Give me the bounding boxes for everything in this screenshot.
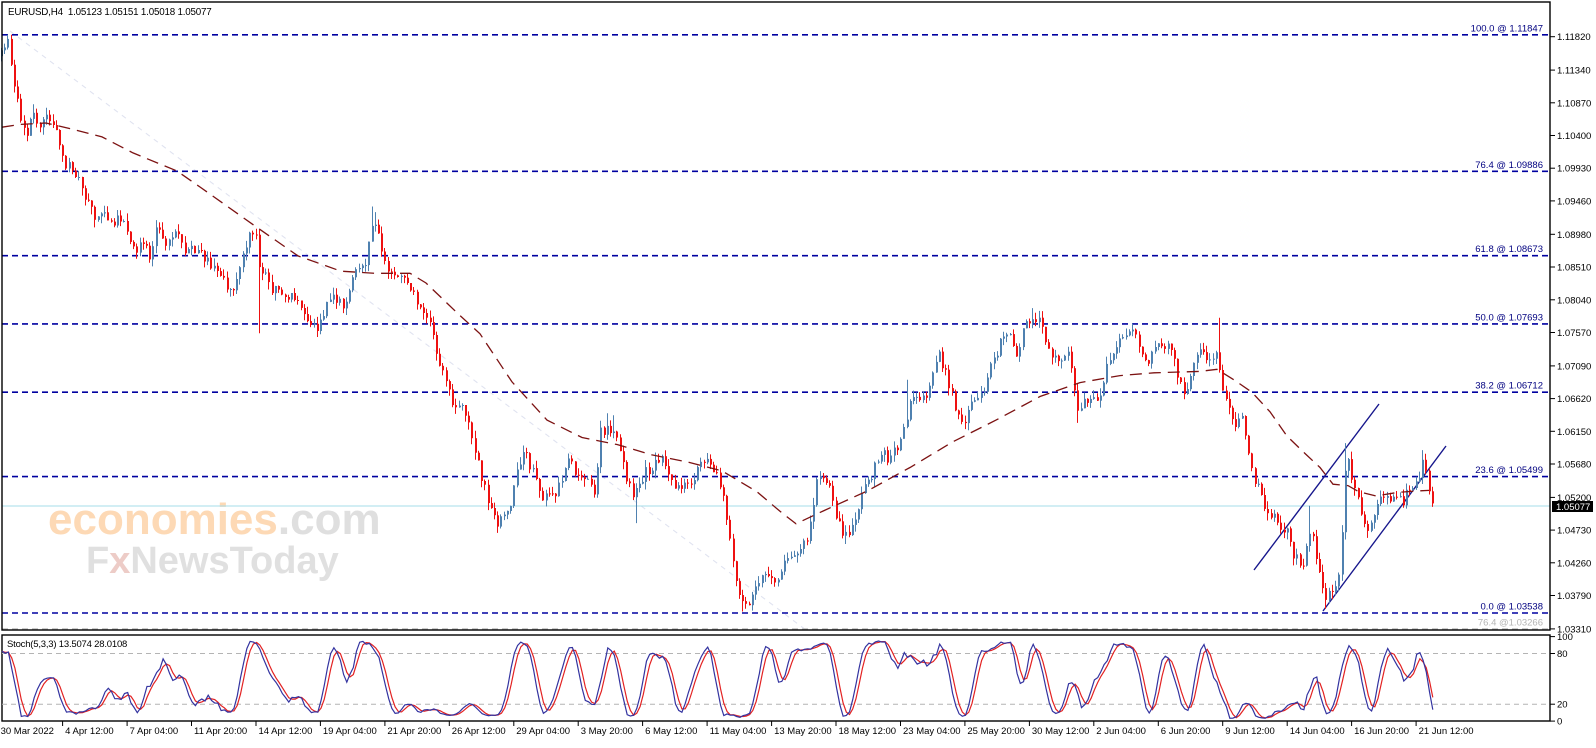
svg-text:21 Apr 20:00: 21 Apr 20:00 — [387, 726, 441, 737]
svg-text:1.03790: 1.03790 — [1557, 591, 1591, 602]
svg-text:18 May 12:00: 18 May 12:00 — [839, 726, 897, 737]
svg-text:1.05077: 1.05077 — [1556, 502, 1590, 513]
svg-text:Stoch(5,3,3) 13.5074 28.0108: Stoch(5,3,3) 13.5074 28.0108 — [7, 639, 127, 650]
svg-text:9 Jun 12:00: 9 Jun 12:00 — [1225, 726, 1275, 737]
svg-text:61.8 @ 1.08673: 61.8 @ 1.08673 — [1475, 244, 1543, 255]
svg-text:30 Mar 2022: 30 Mar 2022 — [1, 726, 54, 737]
svg-text:76.4 @ 1.09886: 76.4 @ 1.09886 — [1475, 160, 1543, 171]
svg-text:30 May 12:00: 30 May 12:00 — [1032, 726, 1090, 737]
svg-text:1.09460: 1.09460 — [1557, 196, 1591, 207]
svg-text:1.05200: 1.05200 — [1557, 493, 1591, 504]
svg-text:6 Jun 20:00: 6 Jun 20:00 — [1161, 726, 1211, 737]
svg-text:1.10400: 1.10400 — [1557, 131, 1591, 142]
svg-text:0.0 @ 1.03538: 0.0 @ 1.03538 — [1481, 602, 1543, 613]
svg-text:EURUSD,H4 1.05123 1.05151 1.0: EURUSD,H4 1.05123 1.05151 1.05018 1.0507… — [8, 7, 211, 18]
svg-text:1.07570: 1.07570 — [1557, 328, 1591, 339]
svg-text:38.2 @ 1.06712: 38.2 @ 1.06712 — [1475, 381, 1543, 392]
svg-text:1.11340: 1.11340 — [1557, 66, 1591, 77]
svg-text:1.06620: 1.06620 — [1557, 394, 1591, 405]
svg-text:21 Jun 12:00: 21 Jun 12:00 — [1419, 726, 1474, 737]
svg-text:1.08980: 1.08980 — [1557, 230, 1591, 241]
svg-text:23 May 04:00: 23 May 04:00 — [903, 726, 961, 737]
svg-text:1.05680: 1.05680 — [1557, 460, 1591, 471]
svg-text:20: 20 — [1557, 700, 1568, 711]
svg-text:1.06150: 1.06150 — [1557, 427, 1591, 438]
svg-text:1.11820: 1.11820 — [1557, 32, 1591, 43]
svg-text:1.08040: 1.08040 — [1557, 295, 1591, 306]
svg-text:11 Apr 20:00: 11 Apr 20:00 — [194, 726, 247, 737]
svg-text:7 Apr 04:00: 7 Apr 04:00 — [130, 726, 179, 737]
svg-text:1.04730: 1.04730 — [1557, 526, 1591, 537]
svg-text:14 Apr 12:00: 14 Apr 12:00 — [259, 726, 313, 737]
svg-text:economies.com: economies.com — [48, 495, 381, 544]
svg-text:FxNewsToday: FxNewsToday — [86, 540, 339, 582]
svg-text:3 May 20:00: 3 May 20:00 — [581, 726, 633, 737]
svg-text:29 Apr 04:00: 29 Apr 04:00 — [516, 726, 570, 737]
svg-text:13 May 20:00: 13 May 20:00 — [774, 726, 832, 737]
svg-text:14 Jun 04:00: 14 Jun 04:00 — [1290, 726, 1345, 737]
svg-text:1.09930: 1.09930 — [1557, 164, 1591, 175]
svg-text:100.0 @ 1.11847: 100.0 @ 1.11847 — [1471, 23, 1543, 34]
svg-text:25 May 20:00: 25 May 20:00 — [967, 726, 1025, 737]
svg-text:1.08510: 1.08510 — [1557, 263, 1591, 274]
svg-text:2 Jun 04:00: 2 Jun 04:00 — [1096, 726, 1146, 737]
svg-text:16 Jun 20:00: 16 Jun 20:00 — [1354, 726, 1409, 737]
svg-text:19 Apr 04:00: 19 Apr 04:00 — [323, 726, 377, 737]
svg-text:11 May 04:00: 11 May 04:00 — [710, 726, 767, 737]
svg-text:4 Apr 12:00: 4 Apr 12:00 — [65, 726, 114, 737]
svg-text:1.04260: 1.04260 — [1557, 558, 1591, 569]
svg-text:50.0 @ 1.07693: 50.0 @ 1.07693 — [1475, 312, 1543, 323]
svg-text:1.03310: 1.03310 — [1557, 624, 1591, 635]
svg-text:23.6 @ 1.05499: 23.6 @ 1.05499 — [1475, 465, 1543, 476]
svg-text:0: 0 — [1557, 717, 1562, 728]
svg-text:6 May 12:00: 6 May 12:00 — [645, 726, 697, 737]
svg-text:100: 100 — [1557, 632, 1573, 643]
svg-text:80: 80 — [1557, 649, 1568, 660]
svg-text:1.10870: 1.10870 — [1557, 98, 1591, 109]
svg-text:26 Apr 12:00: 26 Apr 12:00 — [452, 726, 506, 737]
svg-text:1.07090: 1.07090 — [1557, 361, 1591, 372]
svg-text:76.4 @1.03266: 76.4 @1.03266 — [1478, 618, 1543, 629]
